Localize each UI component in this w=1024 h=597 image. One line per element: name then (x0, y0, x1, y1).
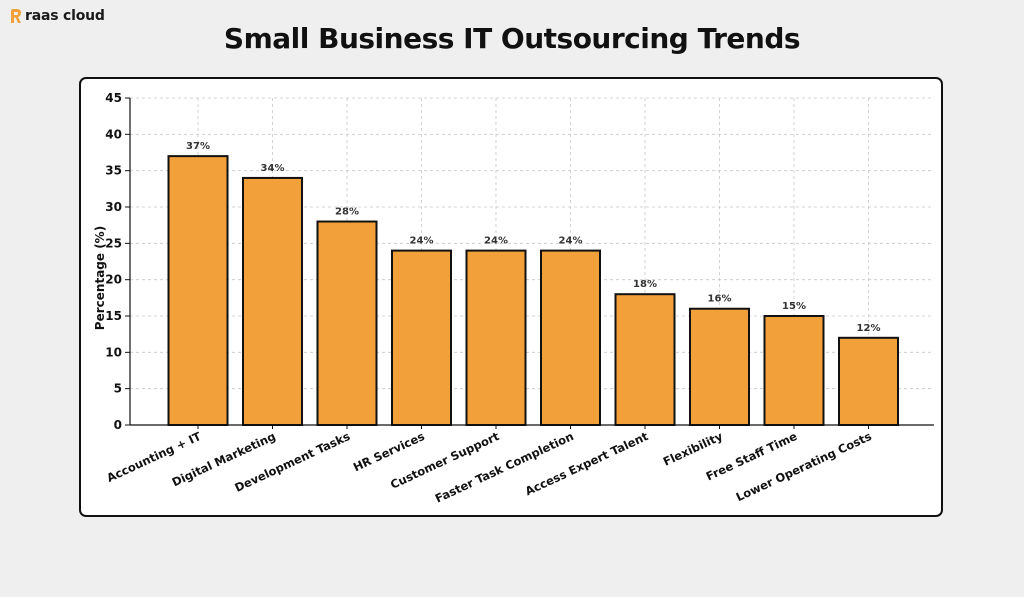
x-tick-label: Lower Operating Costs (734, 429, 874, 504)
y-tick-label: 30 (105, 200, 122, 214)
y-tick-label: 15 (105, 309, 122, 323)
bar (391, 249, 452, 426)
bar-value-label: 24% (484, 236, 508, 247)
y-tick-label: 40 (105, 127, 122, 141)
y-tick-label: 20 (105, 273, 122, 287)
y-tick-label: 45 (105, 91, 122, 105)
bar (763, 315, 825, 426)
bar-value-label: 12% (857, 323, 881, 334)
bar (540, 249, 601, 426)
bar-value-label: 24% (410, 236, 434, 247)
bar-value-label: 37% (186, 141, 210, 152)
x-tick-label: Flexibility (661, 429, 725, 469)
chart-card: 0 5 10 15 20 25 30 35 40 45 37% Accounting + IT 34% D… (79, 77, 943, 517)
bar (167, 155, 229, 426)
bar (614, 293, 676, 426)
y-axis-label: Percentage (%) (93, 226, 107, 330)
x-tick-label: Access Expert Talent (523, 429, 651, 499)
y-tick-label: 5 (114, 382, 122, 396)
axes (125, 97, 934, 429)
bar (465, 249, 527, 426)
bar-value-label: 24% (559, 236, 583, 247)
bar-value-label: 18% (633, 279, 657, 290)
y-tick-label: 10 (105, 345, 122, 359)
bar (242, 176, 303, 426)
y-tick-label: 25 (105, 236, 122, 250)
y-tick-label: 0 (114, 418, 122, 432)
bar-value-label: 34% (261, 163, 285, 174)
page-title: Small Business IT Outsourcing Trends (223, 22, 801, 55)
bar-value-label: 28% (335, 207, 359, 218)
y-tick-label: 35 (105, 164, 122, 178)
bar (689, 307, 750, 427)
bar-value-label: 15% (782, 301, 806, 312)
x-tick-label: Faster Task Completion (433, 429, 576, 506)
brand-name: raas cloud (25, 8, 105, 24)
bars (167, 155, 899, 427)
bar-value-label: 16% (708, 294, 732, 305)
bar (316, 220, 378, 426)
raas-logo-icon (10, 8, 22, 24)
brand-logo: raas cloud (10, 8, 105, 24)
bar (838, 336, 899, 426)
